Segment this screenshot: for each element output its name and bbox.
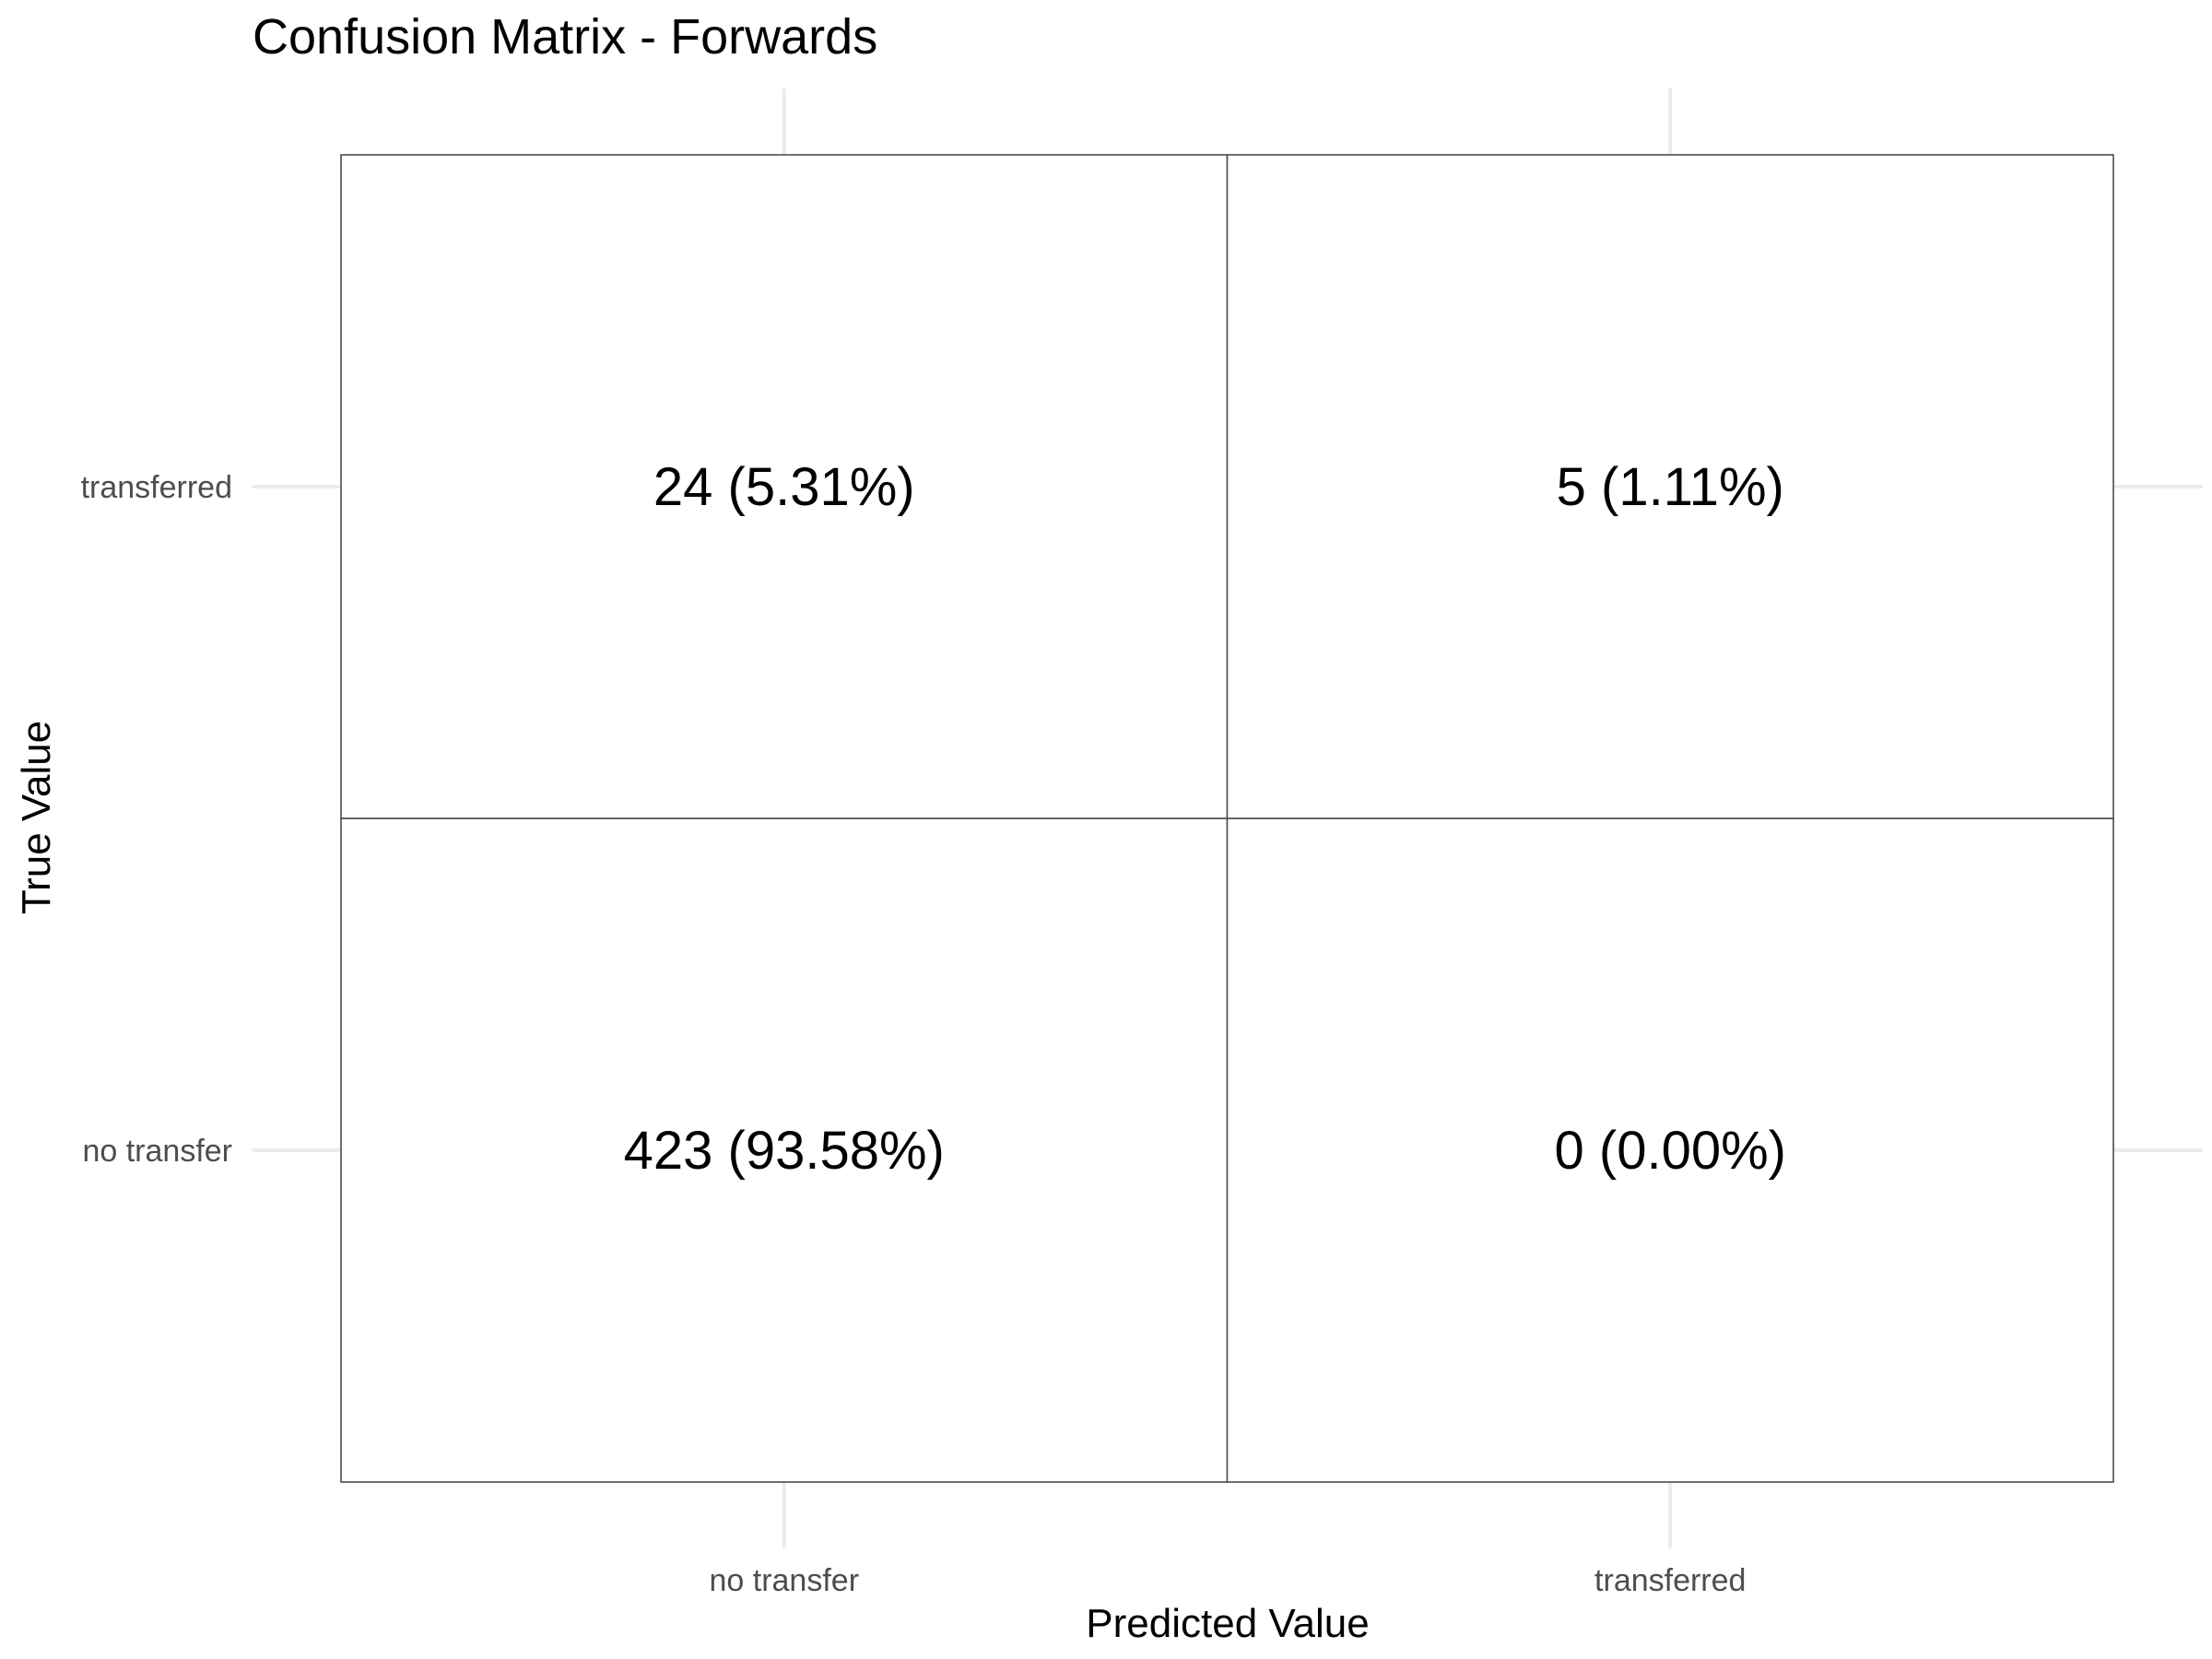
matrix-cell: [340, 154, 1229, 819]
y-tick-label: no transfer: [82, 1134, 232, 1169]
matrix-cells: [340, 154, 2114, 1483]
x-axis-ticks: no transfer transferred: [709, 1563, 1746, 1598]
x-tick-label: no transfer: [709, 1563, 859, 1598]
y-tick-label: transferred: [81, 470, 232, 505]
cell-value-label: 423 (93.58%): [624, 1121, 945, 1181]
matrix-cell: [1226, 818, 2114, 1483]
cell-value-label: 24 (5.31%): [653, 457, 915, 517]
cell-labels: 24 (5.31%) 5 (1.11%) 423 (93.58%) 0 (0.00%): [624, 457, 1786, 1181]
cell-value-label: 5 (1.11%): [1557, 457, 1784, 517]
x-axis-title: Predicted Value: [1086, 1601, 1369, 1646]
cell-value-label: 0 (0.00%): [1555, 1121, 1786, 1181]
chart-title: Confusion Matrix - Forwards: [253, 9, 877, 65]
y-axis-ticks: no transfer transferred: [81, 470, 232, 1169]
x-tick-label: transferred: [1594, 1563, 1746, 1598]
matrix-cell: [340, 818, 1229, 1483]
y-axis-title: True Value: [14, 721, 59, 914]
